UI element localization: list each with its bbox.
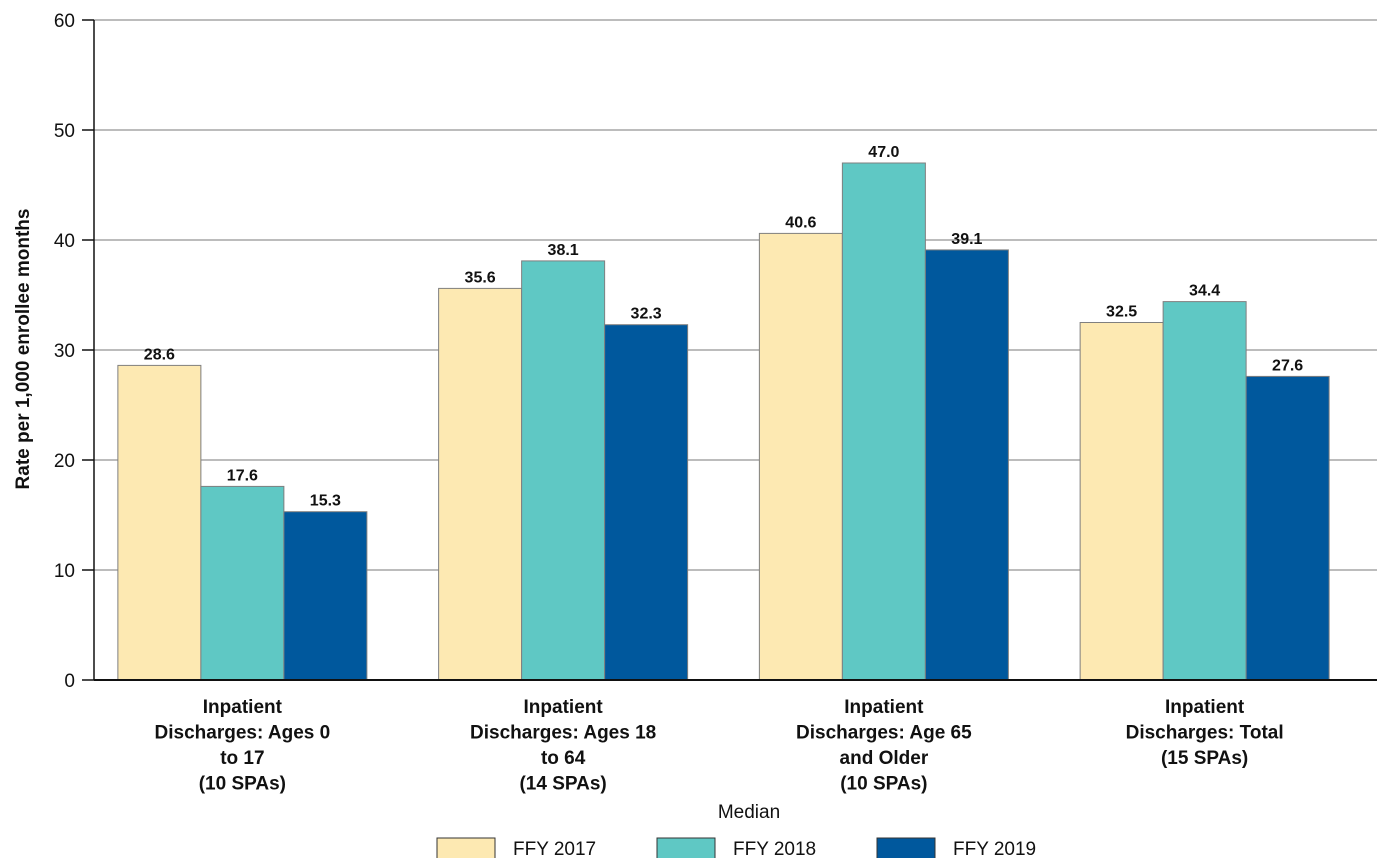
data-label: 39.1 xyxy=(951,231,982,248)
category-label: (10 SPAs) xyxy=(840,774,927,795)
value-labels: 28.6 17.6 15.3 35.6 38.1 32.3 40.6 47.0 39.1 32.5… xyxy=(144,144,1303,510)
y-axis-label: Rate per 1,000 enrollee months xyxy=(13,209,34,490)
legend-label: FFY 2017 xyxy=(513,839,596,858)
category-label: Inpatient xyxy=(203,697,283,718)
category-label: (14 SPAs) xyxy=(519,774,606,795)
category-label: (10 SPAs) xyxy=(199,774,286,795)
bar xyxy=(521,260,606,681)
category-labels: Inpatient Discharges: Ages 0 to 17 (10 SPAs… xyxy=(155,697,1284,795)
bar xyxy=(758,232,843,681)
bar xyxy=(1162,301,1247,681)
legend-swatch xyxy=(876,837,936,858)
data-label: 47.0 xyxy=(868,144,899,161)
category-label: Inpatient xyxy=(844,697,924,718)
category-label: Inpatient xyxy=(1165,697,1245,718)
legend-swatch xyxy=(436,837,496,858)
bar xyxy=(841,162,926,681)
category-label: Discharges: Ages 0 xyxy=(155,723,331,744)
data-label: 15.3 xyxy=(310,493,341,510)
category-label: Inpatient xyxy=(524,697,604,718)
category-label: (15 SPAs) xyxy=(1161,748,1248,769)
data-label: 27.6 xyxy=(1272,357,1303,374)
data-label: 32.3 xyxy=(631,306,662,323)
category-label: and Older xyxy=(840,748,929,769)
data-label: 28.6 xyxy=(144,346,175,363)
y-tick-label: 40 xyxy=(54,231,75,252)
bar xyxy=(1079,322,1164,681)
bar xyxy=(283,511,368,681)
bar xyxy=(200,485,285,681)
category-label: to 17 xyxy=(220,748,264,769)
y-tick-label: 30 xyxy=(54,341,75,362)
bar xyxy=(1245,375,1330,681)
bar xyxy=(924,249,1009,681)
legend-label: FFY 2019 xyxy=(953,839,1036,858)
data-label: 17.6 xyxy=(227,467,258,484)
legend-swatch xyxy=(656,837,716,858)
data-label: 35.6 xyxy=(465,269,496,286)
legend: FFY 2017 FFY 2018 FFY 2019 xyxy=(436,837,1036,858)
legend-title: Median xyxy=(718,802,780,823)
y-tick-labels: 0 10 20 30 40 50 60 xyxy=(54,11,75,692)
category-label: to 64 xyxy=(541,748,586,769)
y-tick-label: 20 xyxy=(54,451,75,472)
bar xyxy=(117,364,202,681)
category-label: Discharges: Total xyxy=(1126,723,1284,744)
y-tick-label: 10 xyxy=(54,561,75,582)
data-label: 34.4 xyxy=(1189,283,1220,300)
y-tick-label: 60 xyxy=(54,11,75,32)
y-tick-label: 0 xyxy=(64,671,75,692)
data-label: 40.6 xyxy=(785,214,816,231)
data-label: 32.5 xyxy=(1106,304,1137,321)
data-label: 38.1 xyxy=(548,242,579,259)
axes xyxy=(93,20,1377,681)
bar xyxy=(438,287,523,681)
legend-label: FFY 2018 xyxy=(733,839,816,858)
category-label: Discharges: Age 65 xyxy=(796,723,972,744)
bar xyxy=(604,324,689,681)
category-label: Discharges: Ages 18 xyxy=(470,723,656,744)
y-tick-label: 50 xyxy=(54,121,75,142)
bars xyxy=(117,162,1330,681)
